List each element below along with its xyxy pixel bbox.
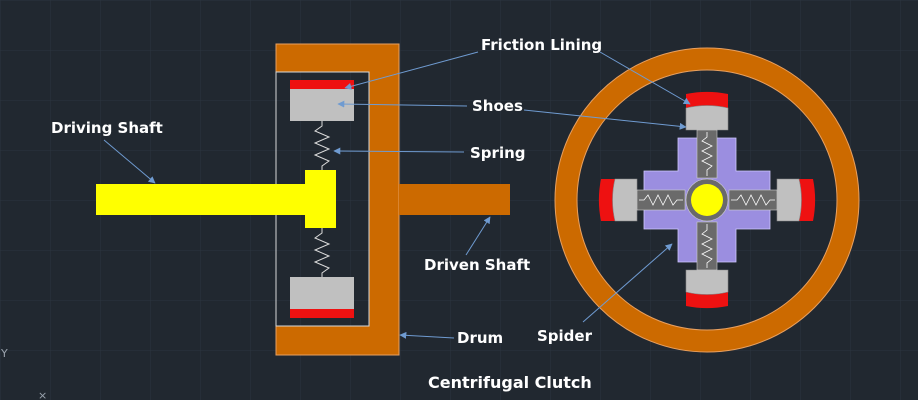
friction-lining-top <box>290 80 354 89</box>
shoe-front-left <box>612 178 638 222</box>
lining-front-left <box>598 179 615 221</box>
label-spider: Spider <box>537 327 593 345</box>
shoe-front-top <box>685 105 729 131</box>
spring-front-left <box>639 194 683 206</box>
ucs-x-mark: × <box>38 389 47 400</box>
shoe-top <box>290 89 354 121</box>
driving-shaft-section <box>691 184 723 216</box>
label-driving-shaft: Driving Shaft <box>51 119 163 137</box>
shoe-bottom <box>290 277 354 309</box>
spring-front-top <box>701 132 713 176</box>
drum-ring <box>555 48 859 352</box>
friction-lining-bottom <box>290 309 354 318</box>
lining-front-right <box>799 179 816 221</box>
spring-bottom <box>313 228 331 277</box>
driven-shaft <box>399 184 510 215</box>
label-drum: Drum <box>457 329 503 347</box>
spring-top <box>313 121 331 170</box>
top-shoe <box>290 80 354 121</box>
diagram-title: Centrifugal Clutch <box>428 373 592 392</box>
label-spring: Spring <box>470 144 526 162</box>
lining-front-bottom <box>686 292 728 309</box>
label-driven-shaft: Driven Shaft <box>424 256 530 274</box>
shoe-front-bottom <box>685 269 729 295</box>
label-friction-lining: Friction Lining <box>481 36 602 54</box>
driving-shaft <box>96 170 336 228</box>
spring-front-bottom <box>701 224 713 268</box>
spring-front-right <box>731 194 775 206</box>
ucs-y-label: Y <box>0 347 8 360</box>
shoe-front-right <box>776 178 802 222</box>
lining-front-top <box>686 91 728 108</box>
bottom-shoe <box>290 277 354 318</box>
label-shoes: Shoes <box>472 97 523 115</box>
